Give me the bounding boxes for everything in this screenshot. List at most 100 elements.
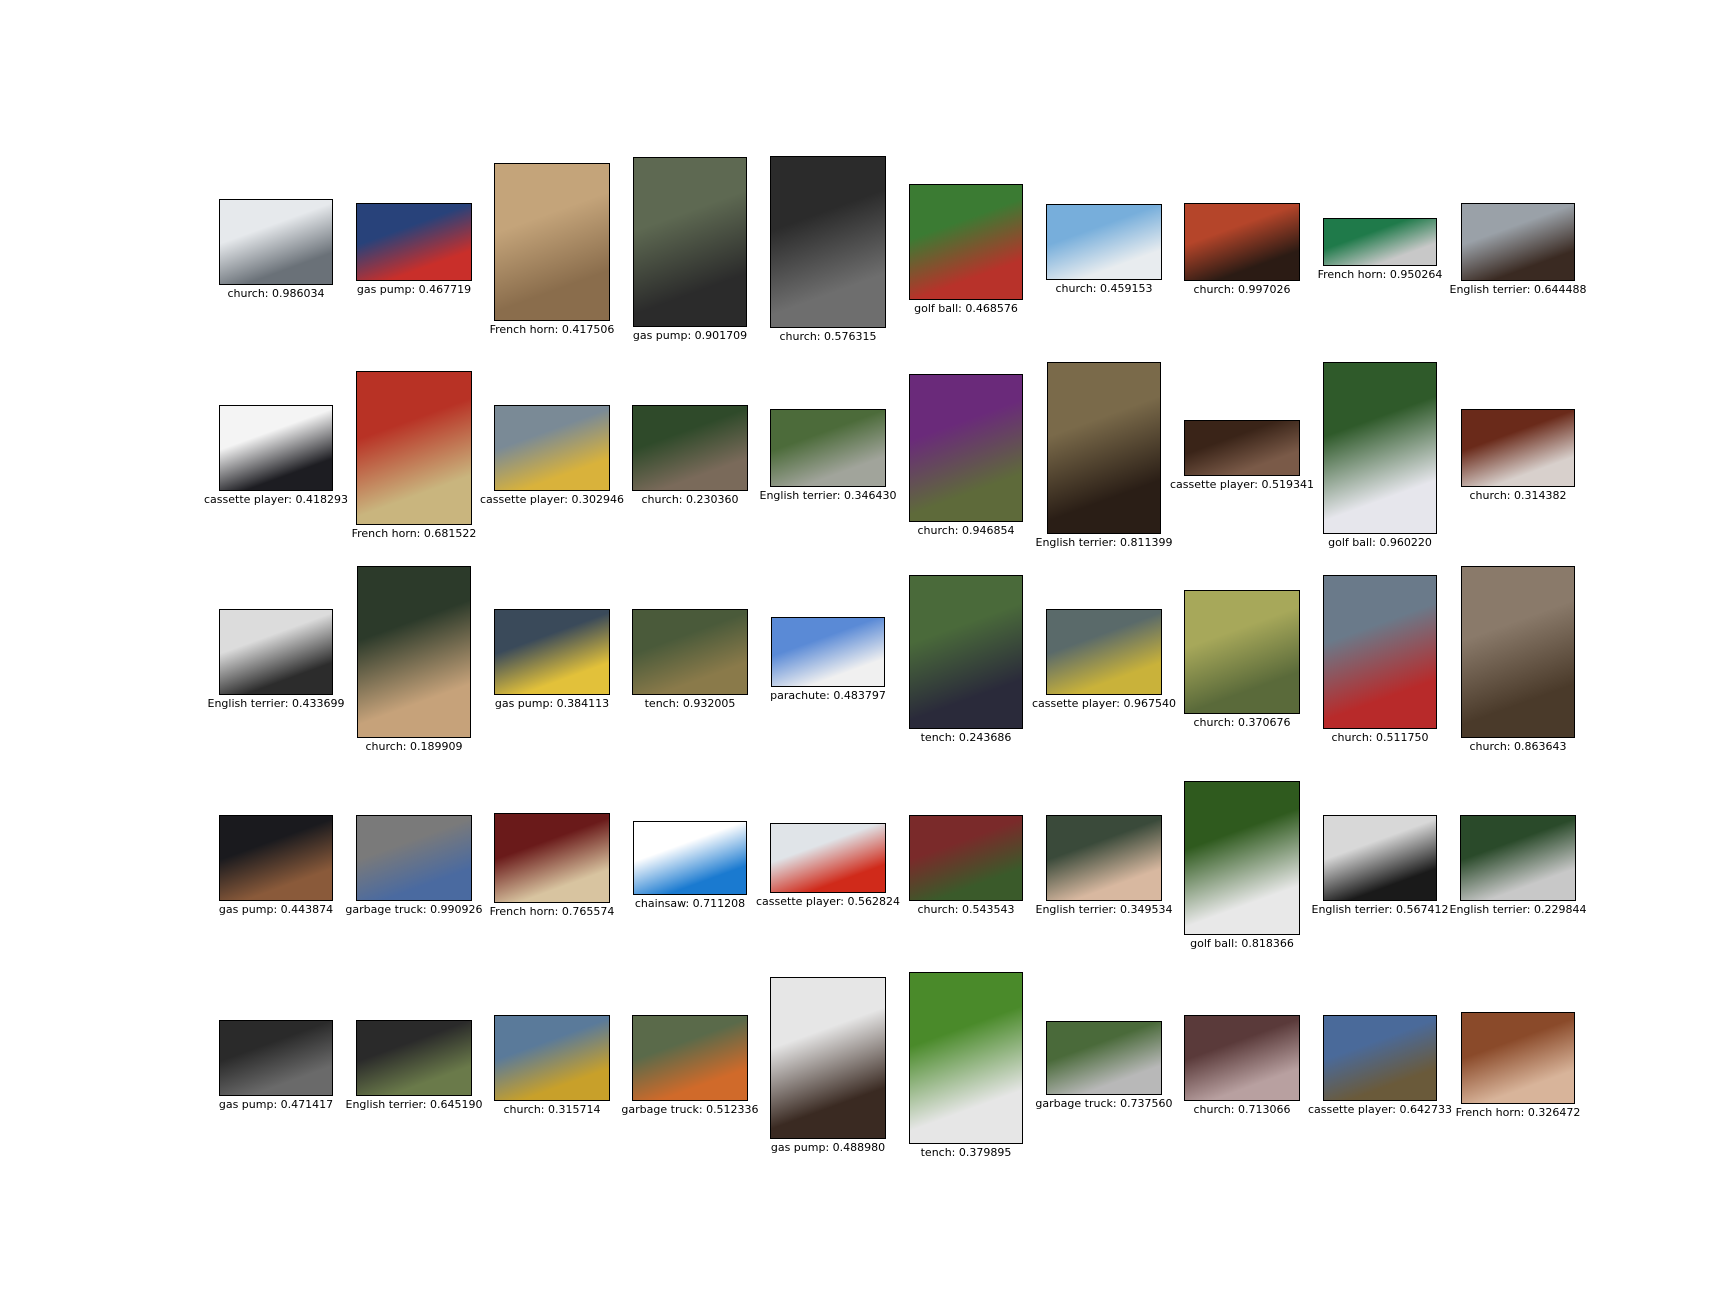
thumbnail-caption: gas pump: 0.471417	[218, 1098, 334, 1111]
thumbnail-image	[909, 184, 1023, 300]
thumbnail-caption: garbage truck: 0.737560	[1035, 1097, 1173, 1110]
thumbnail-image	[1323, 1015, 1437, 1101]
thumbnail-caption: French horn: 0.950264	[1317, 268, 1443, 281]
thumbnail-image	[357, 566, 471, 738]
thumbnail-caption: French horn: 0.417506	[489, 323, 615, 336]
thumbnail-image	[1184, 203, 1300, 281]
thumbnail-image	[909, 815, 1023, 901]
thumbnail-caption: English terrier: 0.346430	[759, 489, 897, 502]
thumbnail-caption: church: 0.315714	[503, 1103, 601, 1116]
thumbnail-caption: English terrier: 0.349534	[1035, 903, 1173, 916]
thumbnail-image	[356, 203, 472, 281]
thumbnail-caption: English terrier: 0.567412	[1311, 903, 1449, 916]
thumbnail-image	[633, 157, 747, 327]
thumbnail-caption: cassette player: 0.302946	[480, 493, 624, 506]
thumbnail-image	[219, 1020, 333, 1096]
thumbnail-caption: English terrier: 0.645190	[345, 1098, 483, 1111]
thumbnail-caption: gas pump: 0.443874	[218, 903, 334, 916]
thumbnail-image	[770, 823, 886, 893]
thumbnail-caption: church: 0.370676	[1193, 716, 1291, 729]
thumbnail-image	[1323, 575, 1437, 729]
thumbnail-caption: cassette player: 0.418293	[204, 493, 348, 506]
thumbnail-image	[1323, 218, 1437, 266]
thumbnail-caption: French horn: 0.326472	[1455, 1106, 1581, 1119]
thumbnail-image	[770, 156, 886, 328]
thumbnail-caption: English terrier: 0.811399	[1035, 536, 1173, 549]
thumbnail-caption: church: 0.576315	[779, 330, 877, 343]
thumbnail-image	[494, 405, 610, 491]
thumbnail-caption: golf ball: 0.468576	[914, 302, 1018, 315]
thumbnail-image	[1461, 203, 1575, 281]
thumbnail-caption: chainsaw: 0.711208	[634, 897, 746, 910]
thumbnail-caption: tench: 0.379895	[920, 1146, 1012, 1159]
thumbnail-caption: cassette player: 0.562824	[756, 895, 900, 908]
thumbnail-image	[909, 374, 1023, 522]
thumbnail-caption: English terrier: 0.433699	[207, 697, 345, 710]
thumbnail-image	[1323, 362, 1437, 534]
thumbnail-image	[219, 815, 333, 901]
thumbnail-caption: French horn: 0.765574	[489, 905, 615, 918]
thumbnail-image	[494, 1015, 610, 1101]
thumbnail-image	[771, 617, 885, 687]
thumbnail-image	[1461, 409, 1575, 487]
thumbnail-caption: English terrier: 0.644488	[1449, 283, 1587, 296]
thumbnail-caption: cassette player: 0.967540	[1032, 697, 1176, 710]
thumbnail-caption: gas pump: 0.488980	[770, 1141, 886, 1154]
thumbnail-image	[219, 609, 333, 695]
thumbnail-image	[356, 815, 472, 901]
thumbnail-image	[1323, 815, 1437, 901]
thumbnail-image	[1460, 815, 1576, 901]
thumbnail-image	[1461, 1012, 1575, 1104]
thumbnail-caption: church: 0.946854	[917, 524, 1015, 537]
thumbnail-image	[632, 1015, 748, 1101]
thumbnail-caption: tench: 0.243686	[920, 731, 1012, 744]
thumbnail-image	[219, 405, 333, 491]
thumbnail-image	[1046, 815, 1162, 901]
thumbnail-image	[633, 821, 747, 895]
thumbnail-image	[1184, 420, 1300, 476]
thumbnail-image	[1046, 204, 1162, 280]
thumbnail-caption: golf ball: 0.960220	[1328, 536, 1432, 549]
thumbnail-image	[632, 405, 748, 491]
thumbnail-image	[770, 977, 886, 1139]
thumbnail-caption: tench: 0.932005	[644, 697, 736, 710]
thumbnail-image	[1046, 609, 1162, 695]
thumbnail-image	[909, 575, 1023, 729]
thumbnail-caption: church: 0.543543	[917, 903, 1015, 916]
thumbnail-caption: church: 0.459153	[1055, 282, 1153, 295]
thumbnail-caption: cassette player: 0.642733	[1308, 1103, 1452, 1116]
thumbnail-caption: church: 0.997026	[1193, 283, 1291, 296]
thumbnail-caption: gas pump: 0.901709	[632, 329, 748, 342]
thumbnail-caption: church: 0.189909	[365, 740, 463, 753]
thumbnail-caption: French horn: 0.681522	[351, 527, 477, 540]
thumbnail-caption: garbage truck: 0.512336	[621, 1103, 759, 1116]
thumbnail-image	[494, 163, 610, 321]
thumbnail-caption: church: 0.314382	[1469, 489, 1567, 502]
thumbnail-image	[1046, 1021, 1162, 1095]
thumbnail-image	[909, 972, 1023, 1144]
thumbnail-image	[1184, 1015, 1300, 1101]
thumbnail-caption: church: 0.713066	[1193, 1103, 1291, 1116]
thumbnail-image	[356, 371, 472, 525]
thumbnail-image	[219, 199, 333, 285]
thumbnail-image	[1461, 566, 1575, 738]
thumbnail-caption: English terrier: 0.229844	[1449, 903, 1587, 916]
thumbnail-image	[494, 813, 610, 903]
thumbnail-caption: church: 0.511750	[1331, 731, 1429, 744]
thumbnail-caption: church: 0.986034	[227, 287, 325, 300]
thumbnail-caption: golf ball: 0.818366	[1190, 937, 1294, 950]
thumbnail-image	[632, 609, 748, 695]
thumbnail-caption: gas pump: 0.384113	[494, 697, 610, 710]
thumbnail-image	[1047, 362, 1161, 534]
thumbnail-caption: garbage truck: 0.990926	[345, 903, 483, 916]
thumbnail-caption: church: 0.230360	[641, 493, 739, 506]
thumbnail-image	[770, 409, 886, 487]
thumbnail-image	[1184, 781, 1300, 935]
thumbnail-caption: church: 0.863643	[1469, 740, 1567, 753]
thumbnail-caption: parachute: 0.483797	[770, 689, 886, 702]
thumbnail-caption: gas pump: 0.467719	[356, 283, 472, 296]
thumbnail-caption: cassette player: 0.519341	[1170, 478, 1314, 491]
thumbnail-image	[356, 1020, 472, 1096]
thumbnail-image	[1184, 590, 1300, 714]
